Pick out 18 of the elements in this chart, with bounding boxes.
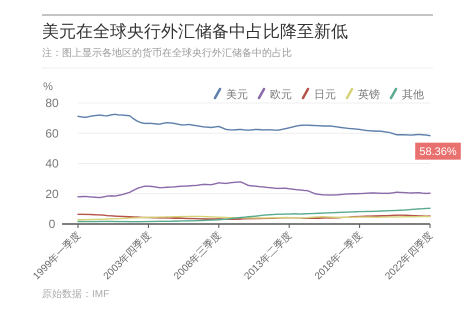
y-tick-label: 60 [45,126,59,140]
annotation: 58.36% [419,146,457,158]
y-tick-label: 40 [45,156,59,170]
y-tick-label: 20 [45,186,59,201]
y-tick-label: 0 [48,217,56,231]
chart-subtitle: 注：图上显示各地区的货币在全球央行外汇储备中的占比 [42,47,292,59]
legend-label: 其他 [402,88,424,101]
y-tick-label: 80 [45,96,59,110]
y-axis-title: % [43,81,54,93]
legend-label: 日元 [314,89,336,101]
legend-label: 美元 [226,88,248,101]
line-series [77,181,431,198]
legend-label: 欧元 [270,89,292,101]
legend-label: 英镑 [358,88,380,101]
chart-title: 美元在全球央行外汇储备中占比降至新低 [42,22,348,41]
line-series [77,114,431,136]
line-series [77,208,431,222]
text: 原始数据：IMF [42,288,110,300]
